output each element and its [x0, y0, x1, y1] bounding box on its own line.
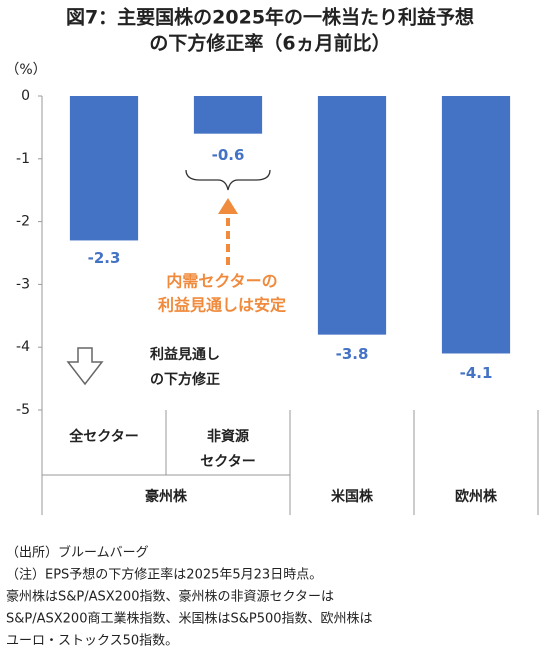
- footnote: 豪州株はS&P/ASX200指数、豪州株の非資源セクターは: [6, 589, 334, 605]
- x-tick-label: 全セクター: [68, 428, 138, 445]
- chart-title: の下方修正率（6ヵ月前比）: [149, 32, 390, 55]
- group-label: 豪州株: [145, 488, 188, 505]
- group-label: 米国株: [331, 488, 374, 505]
- bar: [193, 96, 263, 134]
- y-tick-label: -4: [16, 339, 30, 355]
- annotation: 利益見通しは安定: [158, 296, 286, 315]
- annotation: 内需セクターの: [166, 272, 277, 291]
- y-tick-label: 0: [21, 88, 30, 104]
- y-axis-label: （%）: [5, 62, 46, 78]
- footnote: （注）EPS予想の下方修正率は2025年5月23日時点。: [6, 567, 322, 583]
- group-label: 欧州株: [455, 488, 498, 505]
- down-arrow: [66, 347, 104, 386]
- footnote: ユーロ・ストックス50指数。: [6, 634, 178, 649]
- value-label: -0.6: [212, 146, 245, 164]
- bar: [317, 96, 387, 335]
- annotation: 利益見通し: [150, 346, 220, 363]
- bar: [69, 96, 139, 241]
- value-label: -4.1: [460, 364, 493, 382]
- y-tick-label: -3: [16, 276, 30, 292]
- annotation: の下方修正: [150, 371, 220, 388]
- chart-title: 図7：主要国株の2025年の一株当たり利益予想: [66, 6, 474, 29]
- footnote: S&P/ASX200商工業株指数、米国株はS&P500指数、欧州株は: [6, 611, 373, 627]
- x-tick-label: 非資源: [207, 428, 249, 445]
- y-tick-label: -2: [16, 214, 30, 230]
- value-label: -2.3: [88, 249, 121, 267]
- y-tick-label: -5: [16, 402, 30, 418]
- y-tick-label: -1: [16, 151, 30, 167]
- value-label: -3.8: [336, 345, 369, 363]
- x-tick-label: セクター: [200, 454, 255, 470]
- footnote: （出所）ブルームバーグ: [6, 545, 149, 561]
- brace: [185, 169, 271, 191]
- bar: [441, 96, 511, 354]
- arrow-head: [218, 198, 238, 214]
